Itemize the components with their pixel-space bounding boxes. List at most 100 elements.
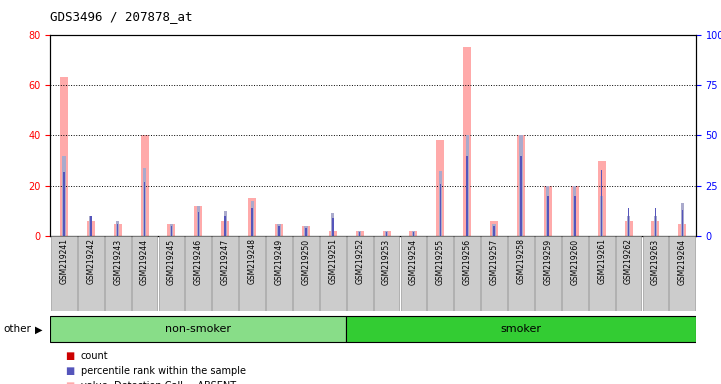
Bar <box>159 236 185 311</box>
Bar <box>544 186 552 236</box>
Bar <box>412 232 415 236</box>
Bar <box>116 221 119 236</box>
Bar <box>355 231 363 236</box>
Bar <box>438 170 442 236</box>
Bar <box>642 236 668 311</box>
Bar <box>669 236 695 311</box>
Text: GSM219248: GSM219248 <box>247 238 257 285</box>
Bar <box>105 236 131 311</box>
Bar <box>171 233 172 236</box>
Text: GSM219244: GSM219244 <box>140 238 149 285</box>
Bar <box>212 236 238 311</box>
Bar <box>678 223 686 236</box>
Text: GSM219254: GSM219254 <box>409 238 418 285</box>
Bar <box>574 233 575 236</box>
Bar <box>304 226 308 236</box>
Bar <box>87 221 95 236</box>
Bar <box>293 236 319 311</box>
Text: GSM219264: GSM219264 <box>678 238 687 285</box>
Bar <box>198 212 199 236</box>
Bar <box>224 216 226 236</box>
Bar <box>481 236 507 311</box>
Bar <box>278 226 280 236</box>
Text: GSM219241: GSM219241 <box>59 238 68 285</box>
Text: GSM219252: GSM219252 <box>355 238 364 285</box>
Bar <box>266 236 292 311</box>
Bar <box>412 231 415 236</box>
Bar <box>517 136 525 236</box>
Bar <box>436 141 444 236</box>
Bar <box>63 172 65 236</box>
Bar <box>359 232 360 236</box>
Bar <box>466 156 468 236</box>
Bar <box>616 236 642 311</box>
Bar <box>654 216 657 236</box>
Bar <box>359 233 360 236</box>
Bar <box>428 236 454 311</box>
Text: value, Detection Call = ABSENT: value, Detection Call = ABSENT <box>81 381 236 384</box>
Text: GSM219261: GSM219261 <box>597 238 606 285</box>
Text: ▶: ▶ <box>35 324 42 334</box>
Bar <box>466 231 468 236</box>
Bar <box>466 136 469 236</box>
Bar <box>547 196 549 236</box>
Bar <box>185 236 211 311</box>
Bar <box>519 136 523 236</box>
Text: GSM219256: GSM219256 <box>463 238 472 285</box>
Text: GSM219250: GSM219250 <box>301 238 311 285</box>
Bar <box>89 216 92 236</box>
Bar <box>628 233 629 236</box>
Bar <box>50 316 346 342</box>
Bar <box>547 233 549 236</box>
Bar <box>302 226 310 236</box>
Bar <box>493 226 495 236</box>
Bar <box>224 211 227 236</box>
Bar <box>60 78 68 236</box>
Text: GSM219257: GSM219257 <box>490 238 499 285</box>
Text: GSM219259: GSM219259 <box>544 238 552 285</box>
Text: ■: ■ <box>65 381 74 384</box>
Bar <box>117 233 118 236</box>
Bar <box>278 233 280 236</box>
Bar <box>90 233 92 236</box>
Bar <box>252 208 253 236</box>
Bar <box>239 236 265 311</box>
Bar <box>627 216 630 236</box>
Bar <box>655 208 656 236</box>
Text: GSM219263: GSM219263 <box>651 238 660 285</box>
Bar <box>63 231 65 236</box>
Bar <box>329 231 337 236</box>
Bar <box>493 233 495 236</box>
Bar <box>275 223 283 236</box>
Bar <box>197 206 200 236</box>
Bar <box>601 231 603 236</box>
Bar <box>681 210 683 236</box>
Text: GDS3496 / 207878_at: GDS3496 / 207878_at <box>50 10 193 23</box>
Bar <box>571 186 579 236</box>
Bar <box>171 226 172 236</box>
Bar <box>250 201 254 236</box>
Bar <box>252 233 253 236</box>
Text: GSM219245: GSM219245 <box>167 238 176 285</box>
Bar <box>401 236 426 311</box>
Bar <box>492 223 496 236</box>
Text: GSM219243: GSM219243 <box>113 238 122 285</box>
Text: GSM219258: GSM219258 <box>516 238 526 285</box>
Bar <box>520 156 522 236</box>
Bar <box>132 236 157 311</box>
Bar <box>628 208 629 236</box>
Bar <box>562 236 588 311</box>
Bar <box>346 316 696 342</box>
Bar <box>520 231 522 236</box>
Bar <box>305 228 306 236</box>
Bar <box>143 231 146 236</box>
Text: GSM219260: GSM219260 <box>570 238 579 285</box>
Bar <box>332 218 334 236</box>
Text: other: other <box>4 324 32 334</box>
Bar <box>535 236 561 311</box>
Bar <box>305 233 306 236</box>
Bar <box>655 233 656 236</box>
Bar <box>332 233 334 236</box>
Bar <box>508 236 534 311</box>
Text: ■: ■ <box>65 366 74 376</box>
